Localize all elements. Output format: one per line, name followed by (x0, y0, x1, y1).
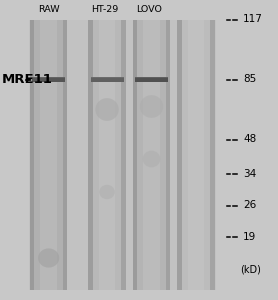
Bar (91, 77, 123, 82)
Bar (88, 20, 93, 290)
Text: HT-29: HT-29 (91, 4, 118, 14)
Bar (32, 77, 65, 82)
Bar (88, 20, 126, 290)
Bar (133, 20, 137, 290)
Bar (177, 20, 182, 290)
Bar (32, 77, 65, 78)
Ellipse shape (140, 95, 163, 118)
Ellipse shape (95, 98, 119, 121)
Ellipse shape (143, 151, 160, 167)
Ellipse shape (99, 185, 115, 199)
Text: LOVO: LOVO (136, 4, 162, 14)
Text: 48: 48 (243, 134, 257, 145)
Bar (135, 77, 168, 78)
Text: RAW: RAW (38, 4, 59, 14)
Bar (30, 20, 67, 290)
Bar (63, 20, 67, 290)
Text: (kD): (kD) (240, 265, 261, 275)
Text: 26: 26 (243, 200, 257, 211)
Bar (29, 20, 216, 290)
Bar (177, 20, 215, 290)
Text: 34: 34 (243, 169, 257, 179)
Bar (91, 77, 123, 78)
Bar (30, 20, 34, 290)
Text: 117: 117 (243, 14, 263, 25)
Bar (143, 20, 160, 290)
Bar (99, 20, 115, 290)
Text: MRE11: MRE11 (1, 73, 52, 86)
Bar (210, 20, 215, 290)
Bar (133, 20, 170, 290)
Text: 85: 85 (243, 74, 257, 85)
Ellipse shape (38, 248, 59, 268)
Bar (121, 20, 126, 290)
Bar (166, 20, 170, 290)
Bar (135, 77, 168, 82)
Bar (40, 20, 57, 290)
Text: 19: 19 (243, 232, 257, 242)
Bar (188, 20, 204, 290)
